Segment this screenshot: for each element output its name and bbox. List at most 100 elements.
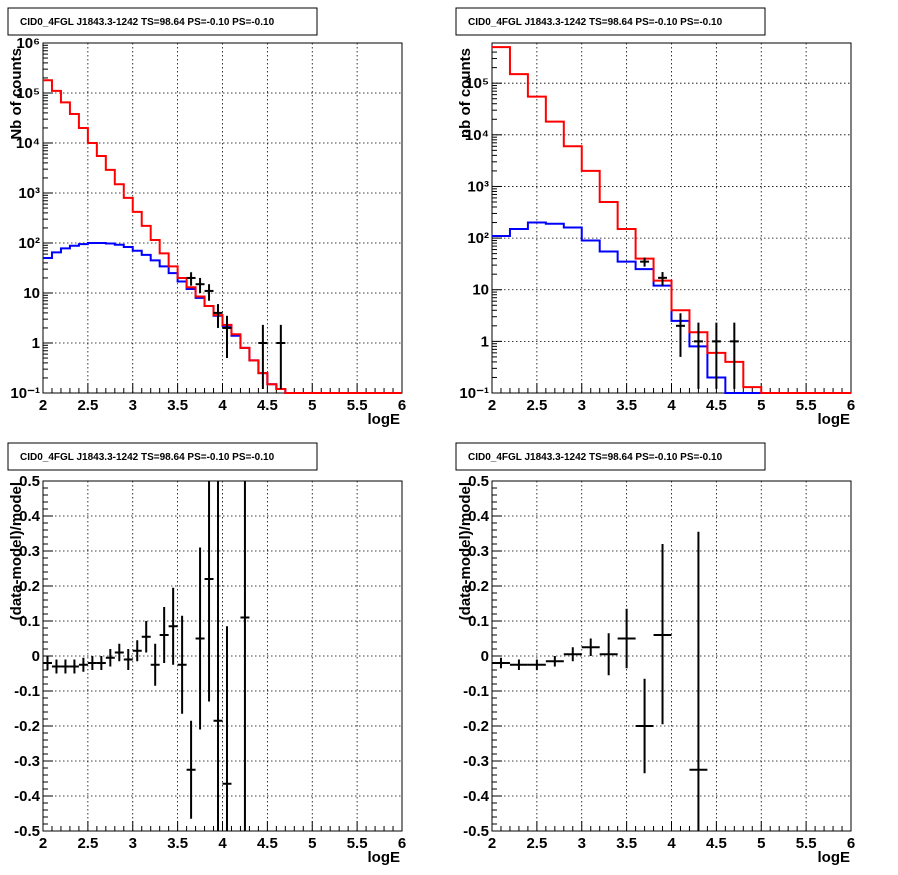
x-tick-label: 3 — [578, 397, 586, 414]
data-point — [276, 324, 286, 390]
data-point — [599, 633, 618, 676]
x-tick-label: 5.5 — [796, 397, 817, 414]
panel-counts-fine: CID0_4FGL J1843.3-1242 TS=98.64 PS=-0.10… — [7, 7, 406, 428]
data-point — [195, 277, 205, 293]
title-box — [455, 442, 766, 471]
x-tick-label: 5.5 — [347, 397, 368, 414]
x-tick-label: 6 — [847, 835, 855, 852]
y-tick-label: -0.4 — [463, 788, 490, 805]
y-axis-label: Nb of counts — [8, 48, 25, 140]
data-point — [177, 615, 187, 714]
y-tick-label: 0.2 — [19, 578, 40, 595]
data-point — [51, 659, 61, 674]
y-tick-label: 0.5 — [468, 473, 489, 490]
data-point — [159, 607, 169, 663]
y-tick-label: -0.3 — [14, 753, 40, 770]
y-axis-label: nb of counts — [457, 48, 474, 138]
data-point — [492, 657, 510, 669]
y-axis-label: (data-model)/model — [8, 482, 25, 620]
data-point — [222, 315, 232, 359]
y-tick-label: -0.4 — [14, 788, 41, 805]
title-box — [7, 7, 318, 36]
y-tick-label: 0 — [32, 648, 40, 665]
data-point — [240, 481, 250, 831]
y-tick-label: 1 — [32, 335, 40, 352]
x-tick-label: 5.5 — [347, 835, 368, 852]
x-tick-label: 2 — [488, 397, 496, 414]
x-tick-label: 3.5 — [616, 835, 637, 852]
data-point — [96, 656, 106, 670]
y-tick-label: 0.2 — [468, 578, 489, 595]
title-box — [455, 7, 766, 36]
y-tick-label: -0.2 — [463, 718, 489, 735]
y-tick-label: 0.1 — [19, 613, 40, 630]
x-tick-label: 2.5 — [526, 835, 547, 852]
data-point — [527, 659, 546, 670]
x-tick-label: 5 — [757, 397, 765, 414]
data-point — [141, 621, 151, 653]
x-tick-label: 3 — [129, 835, 137, 852]
y-tick-label: 10⁵ — [16, 85, 40, 102]
data-point — [105, 649, 115, 667]
y-tick-label: 0.4 — [468, 508, 490, 525]
data-point — [640, 257, 650, 267]
y-tick-label: -0.5 — [14, 823, 40, 840]
data-point — [213, 481, 223, 831]
data-point — [729, 322, 739, 389]
panel-residual-fine: CID0_4FGL J1843.3-1242 TS=98.64 PS=-0.10… — [7, 442, 406, 866]
x-axis-label: logE — [368, 411, 401, 428]
x-axis-label: logE — [818, 411, 851, 428]
y-tick-label: 0.5 — [19, 473, 40, 490]
x-tick-label: 2.5 — [77, 397, 98, 414]
chart-title: CID0_4FGL J1843.3-1242 TS=98.64 PS=-0.10… — [468, 17, 723, 28]
x-tick-label: 3.5 — [167, 397, 188, 414]
x-tick-label: 4.5 — [257, 397, 278, 414]
data-point — [186, 272, 196, 286]
y-tick-label: -0.5 — [463, 823, 489, 840]
panel-residual-coarse: CID0_4FGL J1843.3-1242 TS=98.64 PS=-0.10… — [455, 442, 855, 866]
data-point — [78, 657, 88, 672]
y-tick-label: 0.4 — [19, 508, 41, 525]
histogram-series — [492, 46, 851, 394]
x-tick-label: 6 — [398, 397, 406, 414]
data-point — [617, 608, 636, 669]
x-tick-label: 4 — [218, 835, 227, 852]
data-point — [258, 324, 268, 390]
x-tick-label: 5 — [308, 397, 316, 414]
x-tick-label: 4 — [218, 397, 227, 414]
y-tick-label: -0.2 — [14, 718, 40, 735]
data-point — [204, 481, 214, 702]
data-point — [509, 659, 528, 670]
y-tick-label: 10⁶ — [16, 35, 40, 52]
x-tick-label: 4.5 — [257, 835, 278, 852]
x-axis-label: logE — [818, 849, 851, 866]
data-point — [693, 322, 703, 389]
x-tick-label: 2 — [39, 835, 47, 852]
y-tick-label: 10³ — [467, 178, 489, 195]
y-tick-label: 10 — [23, 285, 40, 302]
y-tick-label: 10⁻¹ — [10, 385, 40, 402]
y-tick-label: 10⁻¹ — [459, 385, 489, 402]
y-tick-label: -0.3 — [463, 753, 489, 770]
x-tick-label: 4 — [667, 397, 676, 414]
data-point — [150, 643, 160, 686]
y-tick-label: 10⁴ — [465, 127, 489, 144]
data-point — [635, 678, 654, 774]
y-tick-label: 10² — [467, 230, 489, 247]
x-tick-label: 5 — [308, 835, 316, 852]
title-box — [7, 442, 318, 471]
panel-counts-coarse: CID0_4FGL J1843.3-1242 TS=98.64 PS=-0.10… — [455, 7, 855, 428]
data-point — [43, 656, 52, 670]
x-tick-label: 4.5 — [706, 835, 727, 852]
x-tick-label: 6 — [847, 397, 855, 414]
x-tick-label: 3 — [578, 835, 586, 852]
y-axis-label: (data-model)/model — [457, 482, 474, 620]
y-tick-label: 10 — [472, 282, 489, 299]
data-point — [222, 626, 232, 831]
x-tick-label: 3.5 — [616, 397, 637, 414]
data-point — [123, 649, 133, 670]
data-point — [711, 322, 721, 389]
y-tick-label: 0.3 — [19, 543, 40, 560]
histogram-series — [492, 221, 851, 394]
